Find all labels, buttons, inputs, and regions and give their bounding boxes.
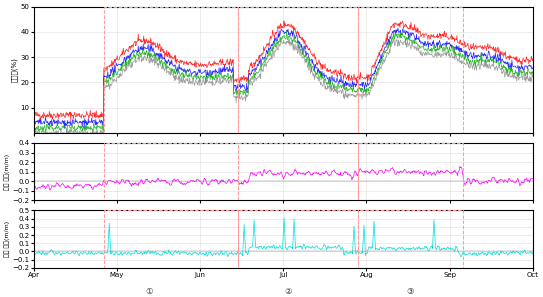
Text: ①: ① [146, 287, 153, 296]
Text: ②: ② [284, 287, 292, 296]
Y-axis label: 경사 사이(m/m): 경사 사이(m/m) [4, 221, 10, 257]
Y-axis label: 함수비(%): 함수비(%) [11, 57, 18, 82]
Text: ③: ③ [406, 287, 414, 296]
Y-axis label: 경사 사이(m/m): 경사 사이(m/m) [4, 154, 10, 190]
